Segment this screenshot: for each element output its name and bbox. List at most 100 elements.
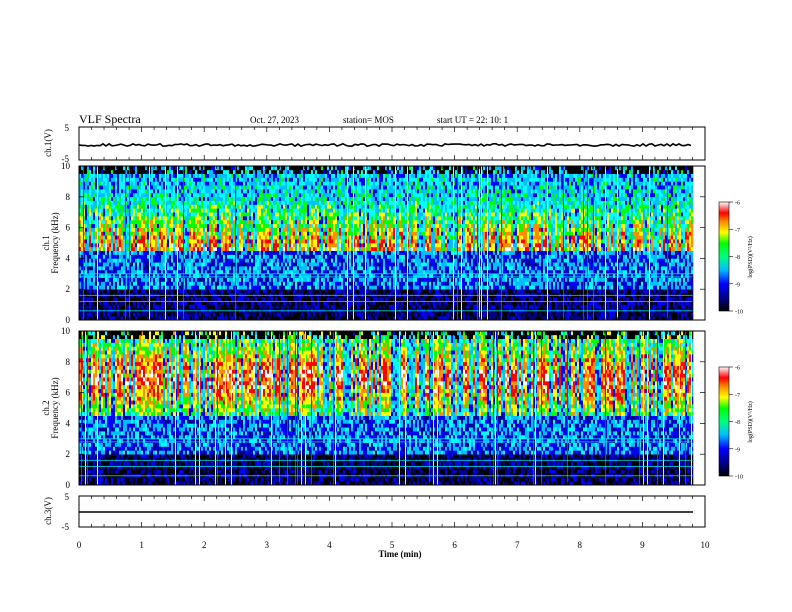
spec1-cell — [253, 258, 256, 263]
spec1-cell — [299, 173, 302, 178]
spec1-cell — [221, 277, 224, 282]
spec1-cell — [199, 235, 202, 240]
spec1-cell — [85, 277, 88, 282]
spec1-cell — [259, 231, 262, 236]
spec1-cell — [239, 300, 242, 305]
spec1-cell — [217, 266, 220, 271]
spec1-cell — [155, 296, 158, 302]
spec1-cell — [109, 250, 112, 255]
spec1-cell — [315, 208, 318, 213]
spec1-cell — [291, 196, 294, 201]
spec1-cell — [275, 300, 278, 305]
spec1-cell — [143, 258, 146, 263]
spec1-cell — [105, 235, 108, 240]
spec1-cell — [111, 192, 114, 198]
spec1-cell — [249, 258, 252, 263]
spec1-cell — [173, 296, 176, 302]
spec1-cell — [247, 173, 250, 178]
spec1-cell — [237, 243, 240, 248]
spec1-cell — [311, 312, 314, 317]
spec1-cell — [243, 235, 246, 240]
spec1-cell — [317, 316, 320, 320]
spec1-cell — [87, 289, 90, 294]
spec1-cell — [91, 173, 94, 178]
spec1-cell — [149, 300, 152, 305]
spec1-cell — [265, 316, 268, 320]
spec1-cell — [327, 269, 330, 275]
spec1-cell — [277, 185, 280, 190]
spec1-cell — [233, 285, 236, 290]
spec1-cell — [165, 185, 168, 190]
spec1-cell — [233, 223, 236, 228]
spec1-spike — [125, 166, 126, 320]
spec1-cell — [145, 200, 148, 205]
spec1-cell — [131, 239, 134, 244]
spec1-cell — [199, 296, 202, 302]
spec1-cell — [119, 173, 122, 178]
spec1-cell — [309, 285, 312, 290]
spec1-cell — [177, 281, 180, 286]
spec1-cell — [235, 296, 238, 302]
spec1-cell — [235, 269, 238, 275]
spec1-cell — [321, 227, 324, 232]
spec1-cell — [87, 231, 90, 236]
spec1-cell — [131, 273, 134, 278]
spec1-cell — [191, 316, 194, 320]
spec1-cell — [281, 258, 284, 263]
spec1-cell — [249, 239, 252, 244]
spec1-cell — [107, 181, 110, 186]
spec1-cell — [205, 239, 208, 244]
spec1-cell — [305, 239, 308, 244]
spec1-cell — [301, 200, 304, 205]
spec1-cell — [221, 200, 224, 205]
spec1-cell — [325, 192, 328, 198]
spec1-cell — [271, 231, 274, 236]
spec1-cell — [85, 185, 88, 190]
spec1-cell — [149, 235, 152, 240]
spec1-cell — [267, 289, 270, 294]
spec1-cell — [201, 189, 204, 194]
spec1-cell — [147, 250, 150, 255]
spec1-cell — [127, 273, 130, 278]
spec1-cell — [317, 208, 320, 213]
spec1-cell — [279, 216, 282, 221]
spec1-cell — [285, 285, 288, 290]
spec1-cell — [243, 304, 246, 309]
spec1-cell — [245, 239, 248, 244]
spec1-cell — [145, 269, 148, 275]
spec1-cell — [251, 243, 254, 248]
spec1-cell — [81, 208, 84, 213]
spec1-cell — [235, 273, 238, 278]
spec1-cell — [83, 235, 86, 240]
spec1-cell — [171, 250, 174, 255]
spec1-cell — [155, 277, 158, 282]
spec1-cell — [289, 200, 292, 205]
spec1-cell — [203, 246, 206, 251]
spec1-cell — [177, 273, 180, 278]
spec1-cell — [85, 246, 88, 251]
spec1-cell — [257, 177, 260, 182]
spec1-cell — [169, 219, 172, 225]
spec1-cell — [129, 285, 132, 290]
spec1-cell — [107, 223, 110, 228]
spec1-cell — [133, 304, 136, 309]
spec1-cell — [167, 316, 170, 320]
spec1-cell — [185, 246, 188, 251]
spec1-cell — [209, 285, 212, 290]
spec1-cell — [251, 212, 254, 217]
spec1-cell — [257, 262, 260, 267]
spec1-cell — [237, 185, 240, 190]
spec1-cell — [259, 273, 262, 278]
spec1-cell — [247, 204, 250, 209]
spec1-cell — [211, 212, 214, 217]
spec1-cell — [153, 285, 156, 290]
spec1-cell — [277, 177, 280, 182]
spec1-cell — [79, 285, 82, 290]
spec1-cell — [255, 273, 258, 278]
spec1-cell — [239, 296, 242, 302]
spec1-cell — [315, 216, 318, 221]
spec1-cell — [201, 289, 204, 294]
spec1-cell — [251, 216, 254, 221]
spec1-cell — [165, 269, 168, 275]
spec1-cell — [97, 177, 100, 182]
